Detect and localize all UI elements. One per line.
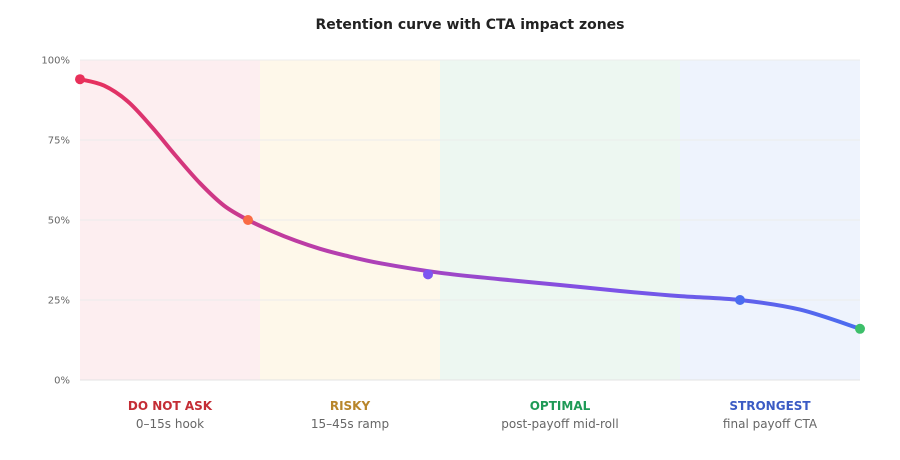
zone-label-4: STRONGEST bbox=[729, 399, 811, 413]
curve-layer bbox=[78, 77, 862, 331]
zone-sublabel-1: 0–15s hook bbox=[136, 417, 204, 431]
zone-label-1: DO NOT ASK bbox=[128, 399, 213, 413]
y-axis: 0% 25% 50% 75% 100% bbox=[41, 56, 70, 387]
y-tick-label-100: 100% bbox=[41, 56, 70, 67]
curve-point-2 bbox=[243, 215, 253, 225]
y-tick-label-25: 25% bbox=[48, 296, 70, 307]
retention-curve bbox=[78, 77, 862, 331]
zone-label-3: OPTIMAL bbox=[530, 399, 591, 413]
points-layer bbox=[75, 74, 865, 334]
y-tick-label-50: 50% bbox=[48, 216, 70, 227]
curve-point-1 bbox=[75, 74, 85, 85]
zone-label-2: RISKY bbox=[330, 399, 371, 413]
chart-title: Retention curve with CTA impact zones bbox=[315, 17, 624, 33]
curve-point-3 bbox=[423, 269, 433, 280]
zone-labels-layer: DO NOT ASK 0–15s hook RISKY 15–45s ramp OPTI… bbox=[128, 399, 818, 431]
zone-sublabel-4: final payoff CTA bbox=[723, 417, 818, 431]
zone-sublabel-2: 15–45s ramp bbox=[311, 417, 389, 431]
y-tick-label-0: 0% bbox=[54, 376, 70, 387]
curve-point-4 bbox=[735, 295, 745, 305]
y-tick-label-75: 75% bbox=[48, 136, 70, 147]
zone-sublabel-3: post-payoff mid-roll bbox=[501, 417, 618, 431]
curve-point-5 bbox=[855, 323, 865, 334]
